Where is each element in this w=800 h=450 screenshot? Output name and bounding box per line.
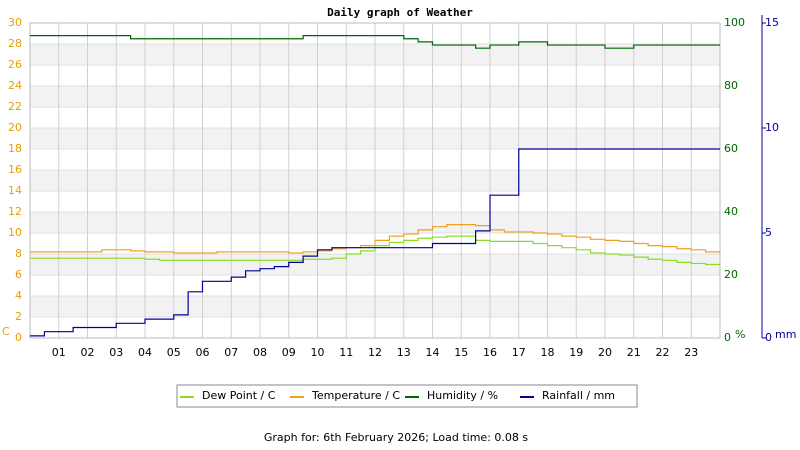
x-tick-label: 18: [541, 346, 555, 359]
x-tick-label: 20: [598, 346, 612, 359]
legend-label: Dew Point / C: [202, 389, 276, 402]
x-tick-label: 13: [397, 346, 411, 359]
x-tick-label: 01: [52, 346, 66, 359]
legend-label: Temperature / C: [311, 389, 400, 402]
x-tick-label: 09: [282, 346, 296, 359]
x-tick-label: 23: [684, 346, 698, 359]
chart-title: Daily graph of Weather: [327, 6, 473, 19]
y3-tick-label: 15: [765, 16, 779, 29]
plot-frame: [29, 22, 721, 339]
y-tick-label: 20: [8, 121, 22, 134]
y3-axis-label: mm: [775, 328, 796, 341]
y-tick-label: 2: [15, 310, 22, 323]
x-tick-label: 14: [426, 346, 440, 359]
y-tick-label: 24: [8, 79, 22, 92]
x-tick-label: 04: [138, 346, 152, 359]
x-tick-label: 02: [81, 346, 95, 359]
y-tick-label: 10: [8, 226, 22, 239]
y-tick-label: 14: [8, 184, 22, 197]
x-tick-label: 08: [253, 346, 267, 359]
y-axis-label: C: [2, 325, 10, 338]
y-tick-label: 12: [8, 205, 22, 218]
x-tick-label: 07: [224, 346, 238, 359]
y-tick-label: 26: [8, 58, 22, 71]
x-tick-label: 15: [454, 346, 468, 359]
series-line: [30, 35, 720, 49]
y3-tick-label: 5: [765, 226, 772, 239]
y-tick-label: 8: [15, 247, 22, 260]
series-line: [30, 235, 720, 266]
x-tick-label: 06: [196, 346, 210, 359]
x-tick-label: 10: [311, 346, 325, 359]
y-tick-label: 28: [8, 37, 22, 50]
y-tick-label: 4: [15, 289, 22, 302]
x-tick-label: 11: [339, 346, 353, 359]
y2-tick-label: 0: [724, 331, 731, 344]
y2-tick-label: 60: [724, 142, 738, 155]
y2-tick-label: 100: [724, 16, 745, 29]
y2-tick-label: 80: [724, 79, 738, 92]
y-tick-label: 6: [15, 268, 22, 281]
y-tick-label: 22: [8, 100, 22, 113]
legend-label: Humidity / %: [427, 389, 498, 402]
x-tick-label: 03: [109, 346, 123, 359]
series-line: [30, 224, 721, 254]
x-tick-label: 17: [512, 346, 526, 359]
x-tick-label: 21: [627, 346, 641, 359]
y3-tick-label: 0: [765, 331, 772, 344]
y3-tick-label: 10: [765, 121, 779, 134]
x-tick-label: 22: [656, 346, 670, 359]
x-tick-label: 05: [167, 346, 181, 359]
x-tick-label: 12: [368, 346, 382, 359]
y-tick-label: 30: [8, 16, 22, 29]
legend-label: Rainfall / mm: [542, 389, 615, 402]
y-tick-label: 18: [8, 142, 22, 155]
x-tick-label: 19: [569, 346, 583, 359]
y2-axis-label: %: [735, 328, 745, 341]
series-line: [30, 148, 720, 337]
y2-tick-label: 20: [724, 268, 738, 281]
x-tick-label: 16: [483, 346, 497, 359]
footer: Graph for: 6th February 2026; Load time:…: [264, 431, 529, 444]
y2-tick-label: 40: [724, 205, 738, 218]
y-tick-label: 16: [8, 163, 22, 176]
y-tick-label: 0: [15, 331, 22, 344]
